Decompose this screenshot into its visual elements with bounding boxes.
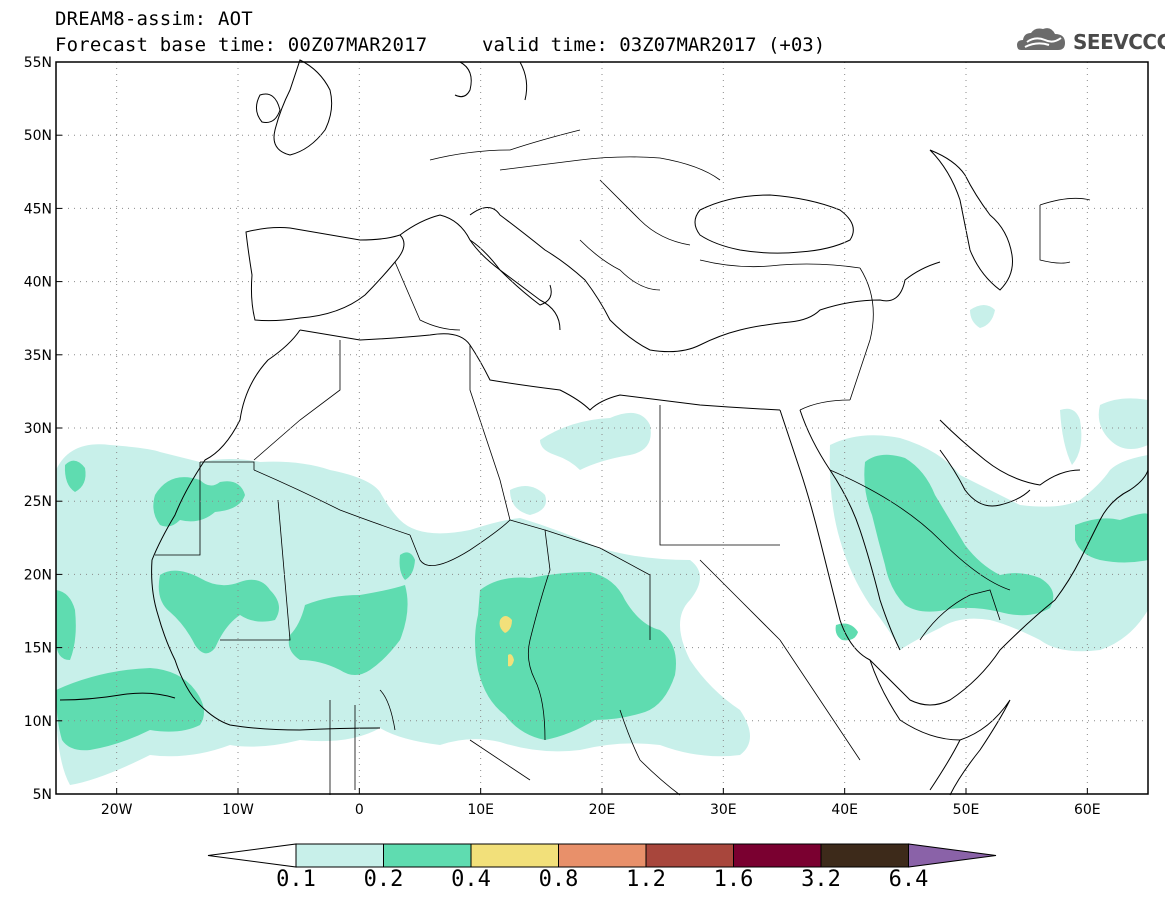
- colorbar-label: 6.4: [888, 867, 929, 892]
- aot-level-0.4: [499, 616, 514, 667]
- colorbar-lower-arrow: [207, 843, 297, 868]
- colorbar-box: [558, 843, 647, 868]
- lon-tick-label: 20W: [101, 802, 133, 818]
- aot-level-0.2: [56, 454, 1148, 751]
- colorbar-label: 0.4: [451, 867, 491, 892]
- colorbar-box: [295, 843, 384, 868]
- colorbar-box: [470, 843, 559, 868]
- country-borders: [155, 129, 1091, 796]
- map-title: DREAM8-assim: AOT: [55, 8, 253, 30]
- valid-time: valid time: 03Z07MAR2017 (+03): [482, 34, 826, 56]
- lon-tick-label: 50E: [953, 802, 980, 818]
- latitude-ticks: 55N 50N 45N 40N 35N 30N 25N 20N 15N 10N 5N: [24, 55, 62, 803]
- colorbar-box: [733, 843, 822, 868]
- lon-tick-label: 10E: [467, 802, 494, 818]
- colorbar-label: 1.2: [626, 867, 666, 892]
- gridlines: [56, 62, 1148, 794]
- lon-tick-label: 10W: [222, 802, 254, 818]
- lon-tick-label: 60E: [1074, 802, 1101, 818]
- lat-tick-label: 40N: [24, 275, 52, 291]
- coastlines: [59, 59, 1149, 796]
- lon-tick-label: 0: [355, 802, 364, 818]
- lat-tick-label: 25N: [24, 494, 52, 510]
- longitude-ticks: 20W 10W 0 10E 20E 30E 40E 50E 60E: [101, 788, 1101, 818]
- lat-tick-label: 5N: [33, 787, 52, 803]
- lat-tick-label: 55N: [24, 55, 52, 71]
- lat-tick-label: 45N: [24, 201, 52, 217]
- cloud-logo-icon: [1017, 28, 1065, 50]
- colorbar-upper-arrow: [908, 843, 997, 868]
- lat-tick-label: 15N: [24, 641, 52, 657]
- forecast-base-time: Forecast base time: 00Z07MAR2017: [55, 34, 428, 56]
- lat-tick-label: 20N: [24, 567, 52, 583]
- colorbar-label: 0.8: [538, 867, 579, 892]
- colorbar-label: 0.2: [363, 867, 404, 892]
- logo-text: SEEVCCC: [1073, 30, 1165, 54]
- lat-tick-label: 10N: [24, 714, 52, 730]
- colorbar-label: 1.6: [713, 867, 754, 892]
- colorbar-box: [820, 843, 909, 868]
- lat-tick-label: 30N: [24, 421, 52, 437]
- colorbar-box: [383, 843, 472, 868]
- lat-tick-label: 35N: [24, 348, 52, 364]
- colorbar-box: [645, 843, 734, 868]
- lon-tick-label: 20E: [589, 802, 616, 818]
- colorbar-label: 3.2: [801, 867, 841, 892]
- colorbar-label: 0.1: [276, 867, 316, 892]
- lon-tick-label: 30E: [710, 802, 737, 818]
- lat-tick-label: 50N: [24, 128, 52, 144]
- lon-tick-label: 40E: [831, 802, 858, 818]
